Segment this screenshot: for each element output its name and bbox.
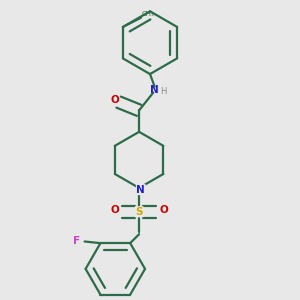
Text: O: O	[110, 95, 119, 105]
Text: F: F	[73, 236, 80, 246]
Text: H: H	[160, 87, 166, 96]
Text: CH₃: CH₃	[142, 11, 155, 17]
Text: S: S	[135, 207, 143, 217]
Text: O: O	[159, 205, 168, 215]
Text: N: N	[136, 184, 145, 195]
Text: O: O	[110, 205, 119, 215]
Text: N: N	[150, 85, 159, 95]
